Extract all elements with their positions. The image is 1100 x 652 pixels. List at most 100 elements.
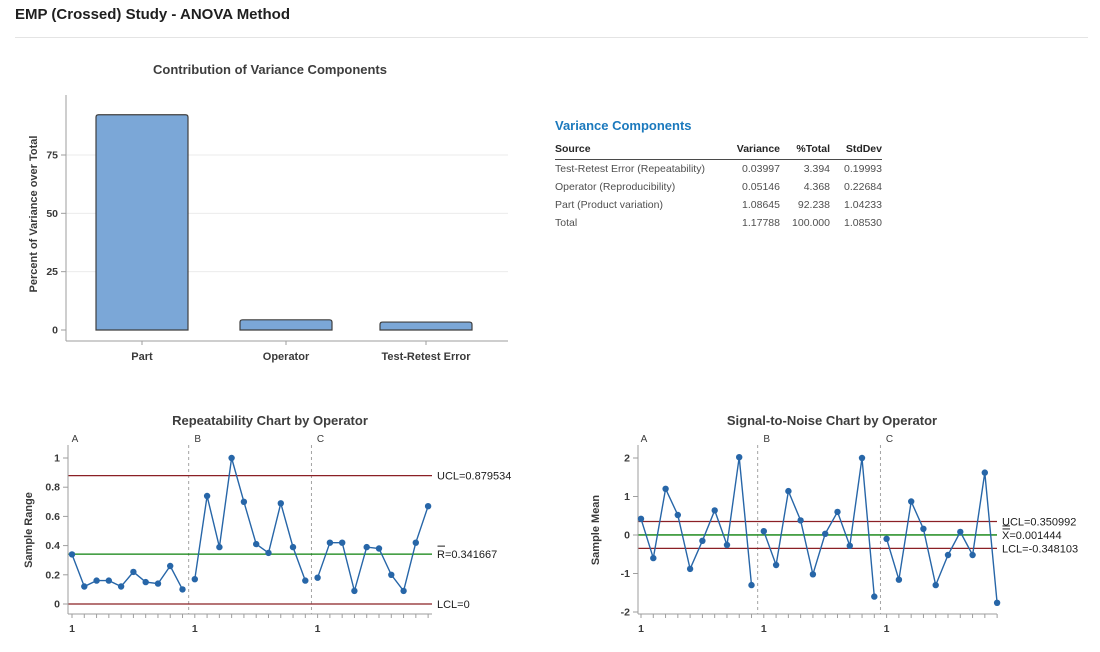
- data-point: [736, 454, 743, 461]
- source-cell: Operator (Reproducibility): [555, 181, 676, 193]
- table-header-row: Source Variance %Total StdDev: [555, 141, 882, 160]
- data-point: [117, 583, 125, 590]
- data-point: [834, 508, 841, 516]
- page-title: EMP (Crossed) Study - ANOVA Method: [15, 6, 291, 23]
- data-point: [674, 511, 681, 519]
- category-label: Operator: [263, 351, 310, 363]
- data-point: [130, 568, 137, 576]
- series-line: [71, 554, 184, 590]
- series-line: [316, 505, 429, 594]
- data-point: [400, 587, 407, 595]
- y-axis-title: Sample Mean: [590, 495, 602, 566]
- data-point: [363, 543, 370, 551]
- repeatability-chart-title: Repeatability Chart by Operator: [172, 413, 368, 428]
- source-cell: Part (Product variation): [555, 199, 663, 211]
- data-point: [871, 593, 878, 600]
- operator-label: C: [317, 434, 324, 445]
- data-point: [289, 543, 297, 551]
- data-point: [339, 539, 346, 546]
- variance-components-title: Variance Components: [555, 118, 692, 133]
- bar: [95, 114, 189, 331]
- x-tick-label: 1: [638, 623, 644, 635]
- ref-line-label: X=0.001444: [1002, 530, 1062, 542]
- column-header: StdDev: [830, 141, 882, 160]
- y-tick-label: 0: [624, 530, 630, 542]
- value-cell: 1.08530: [844, 217, 882, 229]
- value-cell: 0.03997: [742, 163, 780, 175]
- table-row: Total 1.17788 100.000 1.08530: [555, 214, 882, 232]
- data-point: [822, 530, 829, 537]
- x-tick-label: 1: [884, 623, 890, 635]
- data-point: [93, 577, 100, 584]
- y-tick-label: 1: [54, 453, 60, 465]
- y-tick-label: -1: [621, 568, 630, 580]
- table-row: Operator (Reproducibility) 0.05146 4.368 0.…: [555, 178, 882, 196]
- y-tick-label: 0: [54, 599, 60, 611]
- data-point: [760, 528, 767, 535]
- data-point: [809, 571, 817, 578]
- source-cell: Total: [555, 217, 578, 229]
- value-cell: 92.238: [797, 199, 830, 211]
- data-point: [216, 543, 223, 551]
- value-cell: 0.22684: [844, 181, 882, 193]
- value-cell: 4.368: [803, 181, 830, 193]
- data-point: [326, 539, 334, 546]
- column-header: %Total: [780, 141, 830, 160]
- data-point: [969, 551, 976, 559]
- category-label: Part: [131, 351, 153, 363]
- variance-components-table: Source Variance %Total StdDev Test-Retest Er…: [555, 141, 882, 232]
- data-point: [920, 525, 927, 532]
- data-point: [637, 515, 645, 522]
- y-tick-label: 75: [46, 149, 58, 161]
- data-point: [142, 578, 149, 586]
- y-tick-label: 0.2: [45, 569, 60, 581]
- y-tick-label: 0.8: [45, 482, 60, 494]
- ref-line-label: UCL=0.350992: [1002, 516, 1076, 528]
- data-point: [228, 454, 235, 462]
- data-point: [895, 576, 903, 583]
- x-tick-label: 1: [315, 623, 321, 635]
- data-point: [179, 586, 186, 593]
- value-cell: 1.04233: [844, 199, 882, 211]
- data-point: [265, 549, 272, 557]
- ref-line-label: R=0.341667: [437, 549, 497, 561]
- data-point: [772, 561, 780, 569]
- data-point: [932, 581, 939, 589]
- repeatability-chart: UCL=0.879534 R=0.341667 LCL=0 0 0.2 0.4 0.6 0.8…: [23, 434, 511, 635]
- operator-label: C: [886, 434, 893, 445]
- data-point: [662, 485, 669, 492]
- ref-line-label: UCL=0.879534: [437, 471, 511, 483]
- data-point: [191, 576, 198, 583]
- series-line: [763, 457, 875, 597]
- y-axis-title: Sample Range: [23, 492, 35, 568]
- operator-label: A: [72, 434, 79, 445]
- y-tick-label: 0.4: [45, 540, 60, 552]
- data-point: [412, 539, 419, 546]
- data-point: [424, 503, 432, 510]
- value-cell: 0.05146: [742, 181, 780, 193]
- x-tick-label: 1: [761, 623, 767, 635]
- title-divider: [15, 37, 1088, 38]
- category-label: Test-Retest Error: [381, 351, 471, 363]
- data-point: [167, 562, 174, 570]
- table-row: Test-Retest Error (Repeatability) 0.03997…: [555, 160, 882, 179]
- operator-label: A: [641, 434, 648, 445]
- table-row: Part (Product variation) 1.08645 92.238 1.0…: [555, 196, 882, 214]
- ref-line-label: LCL=0: [437, 599, 470, 611]
- value-cell: 1.08645: [742, 199, 780, 211]
- data-point: [981, 469, 988, 476]
- data-point: [81, 583, 88, 590]
- contribution-bar-chart: 0 25 50 75 Part Operator Test-Retest Error Perc…: [28, 95, 508, 363]
- data-point: [105, 577, 113, 584]
- data-point: [68, 551, 76, 558]
- variance-table: Source Variance %Total StdDev Test-Retest Er…: [555, 141, 882, 232]
- data-point: [723, 541, 731, 549]
- y-tick-label: 25: [46, 266, 58, 278]
- bar: [239, 319, 333, 331]
- data-point: [957, 528, 964, 536]
- data-point: [748, 581, 755, 589]
- data-point: [650, 554, 657, 562]
- value-cell: 3.394: [803, 163, 830, 175]
- data-point: [388, 571, 395, 578]
